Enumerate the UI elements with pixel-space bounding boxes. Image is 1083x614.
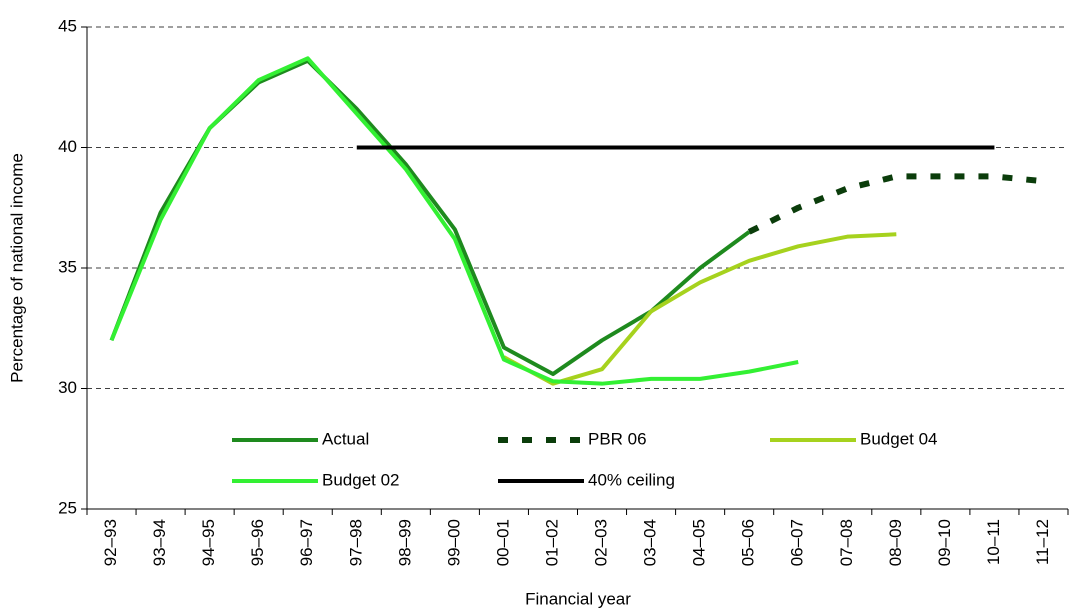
data-line (109, 56, 799, 386)
x-tick-label: 03–04 (641, 519, 660, 566)
x-tick-label: 93–94 (150, 519, 169, 566)
x-tick-label: 08–09 (886, 519, 905, 566)
data-line (747, 173, 1044, 235)
x-tick-label: 94–95 (199, 519, 218, 566)
x-tick-label: 07–08 (837, 519, 856, 566)
x-axis-title: Financial year (525, 589, 631, 608)
y-axis-title: Percentage of national income (7, 153, 26, 383)
y-tick-label: 45 (58, 16, 77, 35)
x-tick-label: 95–96 (248, 519, 267, 566)
x-tick-label: 06–07 (788, 519, 807, 566)
legend-label: 40% ceiling (588, 470, 675, 489)
x-tick-label: 09–10 (935, 519, 954, 566)
legend-label: Actual (322, 429, 369, 448)
x-tick-label: 98–99 (395, 519, 414, 566)
x-tick-label: 97–98 (346, 519, 365, 566)
x-tick-label: 92–93 (101, 519, 120, 566)
x-tick-label: 00–01 (493, 519, 512, 566)
x-tick-label: 04–05 (690, 519, 709, 566)
x-tick-label: 96–97 (297, 519, 316, 566)
x-tick-label: 99–00 (444, 519, 463, 566)
x-tick-label: 11–12 (1033, 519, 1052, 565)
y-tick-label: 25 (58, 498, 77, 517)
y-tick-label: 40 (58, 137, 77, 156)
legend-label: Budget 04 (860, 429, 938, 448)
x-tick-label: 05–06 (739, 519, 758, 566)
legend-label: Budget 02 (322, 470, 400, 489)
legend-label: PBR 06 (588, 429, 647, 448)
y-tick-label: 30 (58, 378, 77, 397)
data-line (109, 58, 751, 377)
y-tick-label: 35 (58, 257, 77, 276)
x-tick-label: 02–03 (592, 519, 611, 566)
x-tick-label: 10–11 (984, 519, 1003, 565)
data-line (502, 232, 897, 386)
x-tick-label: 01–02 (542, 519, 561, 566)
